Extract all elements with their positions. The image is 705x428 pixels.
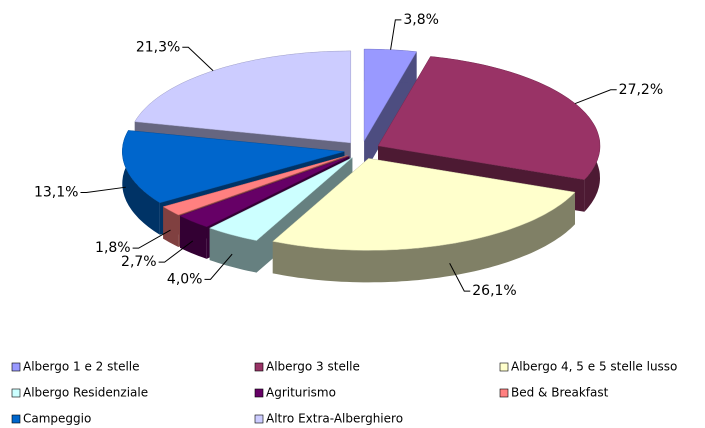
data-label: 13,1% xyxy=(34,185,78,201)
leader-line xyxy=(80,186,126,194)
leader-line xyxy=(132,229,171,249)
leader-line xyxy=(574,89,617,105)
legend-swatch xyxy=(254,388,264,398)
slice xyxy=(179,156,350,228)
leader-line xyxy=(449,262,471,292)
legend-label: Bed & Breakfast xyxy=(511,386,609,400)
leader-line xyxy=(390,19,402,50)
slice-side xyxy=(272,192,575,283)
legend-swatch xyxy=(499,388,509,398)
legend-label: Albergo 1 e 2 stelle xyxy=(23,360,140,374)
slice xyxy=(377,56,601,180)
slice-side xyxy=(209,228,257,273)
legend-swatch xyxy=(11,362,21,372)
slice xyxy=(272,158,576,251)
data-label: 27,2% xyxy=(619,82,663,98)
legend-swatch xyxy=(11,388,21,398)
slice xyxy=(162,155,348,216)
legend-label: Albergo 4, 5 e 5 stelle lusso xyxy=(511,360,677,374)
data-label: 4,0% xyxy=(167,271,203,287)
slice xyxy=(272,158,576,283)
slice-side xyxy=(163,206,179,247)
slice xyxy=(209,157,353,241)
legend-label: Campeggio xyxy=(23,412,91,426)
slice xyxy=(122,130,345,204)
data-label: 1,8% xyxy=(95,240,131,256)
data-label: 2,7% xyxy=(121,254,157,270)
slice xyxy=(363,48,418,174)
leader-line xyxy=(158,240,194,263)
leader-line xyxy=(182,46,214,72)
slice-side xyxy=(122,130,160,235)
legend-swatch xyxy=(254,362,264,372)
legend-label: Albergo Residenziale xyxy=(23,386,148,400)
legend-label: Agriturismo xyxy=(266,386,336,400)
data-label: 26,1% xyxy=(472,283,516,299)
data-label: 21,3% xyxy=(136,39,180,55)
legend-swatch xyxy=(499,362,509,372)
data-label: 3,8% xyxy=(403,12,439,28)
leader-line xyxy=(204,253,233,280)
legend-label: Altro Extra-Alberghiero xyxy=(266,412,403,426)
legend-swatch xyxy=(11,414,21,424)
legend-swatch xyxy=(254,414,264,424)
slice-side xyxy=(180,215,207,259)
legend-label: Albergo 3 stelle xyxy=(266,360,360,374)
